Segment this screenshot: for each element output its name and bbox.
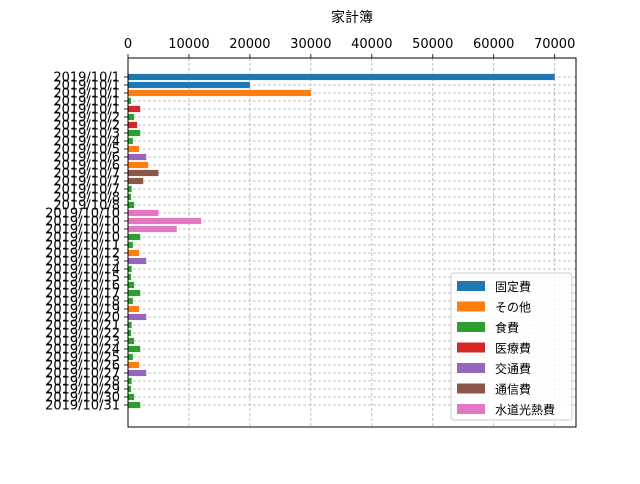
- legend-swatch: [457, 302, 485, 312]
- legend-label: 固定費: [495, 279, 531, 294]
- bar-9: [128, 138, 133, 144]
- chart-title: 家計簿: [331, 9, 373, 26]
- bar-37: [128, 362, 139, 368]
- bar-5: [128, 106, 140, 112]
- bar-42: [128, 402, 140, 408]
- x-axis: 0 10000 20000 30000 40000 50000 60000 70000: [124, 37, 575, 58]
- x-tick-label: 30000: [290, 37, 331, 52]
- bar-31: [128, 314, 146, 320]
- bar-23: [128, 250, 139, 256]
- bar-21: [128, 234, 140, 240]
- legend-swatch: [457, 404, 485, 414]
- legend-label: その他: [495, 301, 531, 315]
- y-tick-label: 2019/10/31: [45, 399, 120, 414]
- legend-swatch: [457, 322, 485, 332]
- bar-38: [128, 370, 146, 376]
- legend-label: 水道光熱費: [495, 402, 555, 417]
- x-tick-label: 40000: [351, 37, 392, 52]
- bar-17: [128, 202, 134, 208]
- bar-13: [128, 170, 158, 176]
- bar-12: [128, 162, 148, 168]
- bar-28: [128, 290, 140, 296]
- bar-3: [128, 90, 311, 96]
- bar-7: [128, 122, 137, 128]
- legend-label: 交通費: [495, 361, 531, 376]
- bar-22: [128, 242, 133, 248]
- bar-36: [128, 354, 133, 360]
- bar-1: [128, 74, 555, 80]
- bar-20: [128, 226, 177, 232]
- x-tick-label: 70000: [534, 37, 575, 52]
- bar-34: [128, 338, 134, 344]
- y-axis: 2019/10/12019/10/12019/10/12019/10/12019…: [45, 71, 128, 414]
- bar-11: [128, 154, 146, 160]
- bar-32: [128, 322, 132, 328]
- bar-39: [128, 378, 132, 384]
- bar-24: [128, 258, 146, 264]
- bar-27: [128, 282, 134, 288]
- bar-30: [128, 306, 139, 312]
- bar-2: [128, 82, 250, 88]
- legend-swatch: [457, 281, 485, 291]
- legend-swatch: [457, 343, 485, 353]
- bar-41: [128, 394, 134, 400]
- bar-19: [128, 218, 201, 224]
- x-tick-label: 50000: [412, 37, 453, 52]
- bar-14: [128, 178, 143, 184]
- bar-25: [128, 266, 132, 272]
- x-tick-label: 20000: [229, 37, 270, 52]
- x-tick-label: 60000: [473, 37, 514, 52]
- bar-6: [128, 114, 134, 120]
- bar-29: [128, 298, 133, 304]
- legend-label: 食費: [495, 320, 519, 335]
- legend-label: 通信費: [495, 382, 531, 397]
- x-tick-label: 0: [124, 37, 132, 52]
- x-tick-label: 10000: [168, 37, 209, 52]
- legend-swatch: [457, 363, 485, 373]
- legend-swatch: [457, 384, 485, 394]
- legend-label: 医療費: [495, 341, 531, 356]
- bar-15: [128, 186, 132, 192]
- bar-8: [128, 130, 140, 136]
- bar-10: [128, 146, 139, 152]
- bar-18: [128, 210, 158, 216]
- bar-35: [128, 346, 140, 352]
